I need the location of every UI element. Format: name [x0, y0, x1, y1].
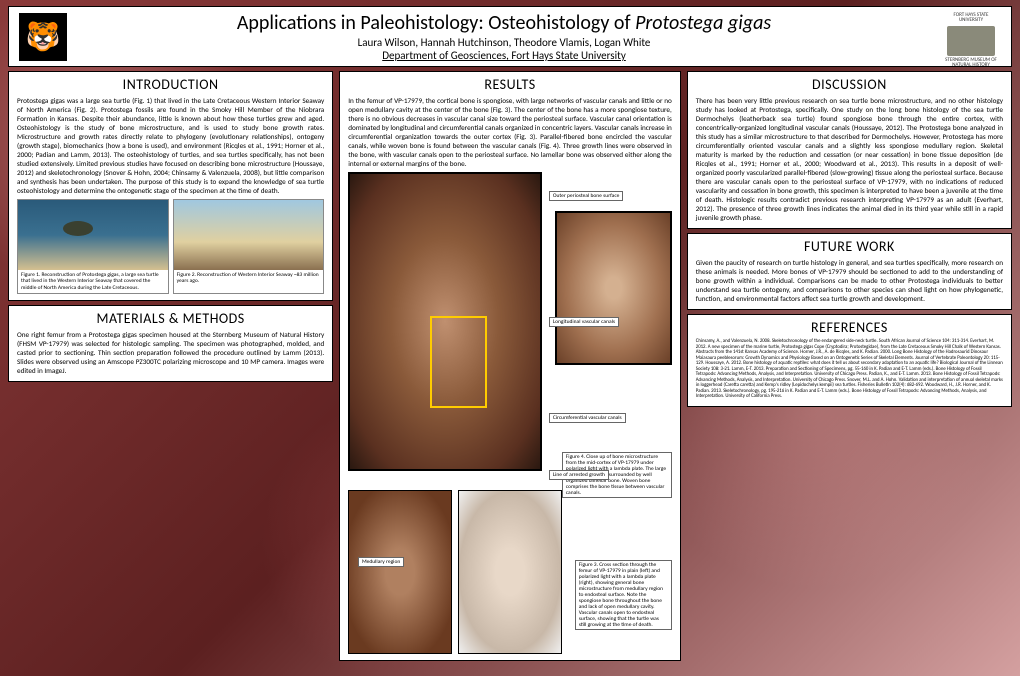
title-species: Protostega gigas — [635, 11, 771, 35]
left-column: INTRODUCTION Protostega gigas was a larg… — [8, 71, 333, 661]
figure-3-caption: Figure 3. Cross section through the femu… — [575, 560, 672, 630]
logo-right-uni: FORT HAYS STATE UNIVERSITY — [941, 13, 1001, 24]
discussion-body: There has been very little previous rese… — [696, 96, 1003, 222]
methods-panel: MATERIALS & METHODS One right femur from… — [8, 305, 333, 382]
results-panel: RESULTS In the femur of VP-17979, the co… — [339, 71, 681, 661]
results-body: In the femur of VP-17979, the cortical b… — [348, 96, 672, 168]
museum-logo-image — [947, 26, 995, 56]
logo-right-museum: STERNBERG MUSEUM OF NATURAL HISTORY — [941, 58, 1001, 69]
poster-header: 🐯 Applications in Paleohistology: Osteoh… — [8, 6, 1012, 67]
figure-4-inset-image — [555, 211, 671, 365]
introduction-panel: INTRODUCTION Protostega gigas was a larg… — [8, 71, 333, 301]
poster-department: Department of Geosciences, Fort Hays Sta… — [67, 49, 941, 62]
future-work-panel: FUTURE WORK Given the paucity of researc… — [687, 233, 1012, 310]
figure-1-caption: Figure 1. Reconstruction of Protostega g… — [18, 270, 168, 293]
label-outer-periosteal: Outer periosteal bone surface — [549, 191, 624, 201]
center-column: RESULTS In the femur of VP-17979, the co… — [339, 71, 681, 661]
figure-3-main-image — [348, 172, 542, 471]
figure-2: Figure 2. Reconstruction of Western Inte… — [173, 199, 325, 294]
figure-2-image — [174, 200, 324, 270]
label-arrested-growth: Line of arrested growth — [549, 470, 609, 480]
introduction-title: INTRODUCTION — [17, 76, 324, 93]
references-title: REFERENCES — [696, 319, 1003, 336]
poster-content: INTRODUCTION Protostega gigas was a larg… — [0, 71, 1020, 661]
references-panel: REFERENCES Chinsamy, A., and Valenzuela,… — [687, 314, 1012, 407]
future-work-body: Given the paucity of research on turtle … — [696, 258, 1003, 303]
figure-1-image — [18, 200, 168, 270]
figure-2-caption: Figure 2. Reconstruction of Western Inte… — [174, 270, 324, 287]
discussion-panel: DISCUSSION There has been very little pr… — [687, 71, 1012, 229]
introduction-body: Protostega gigas was a large sea turtle … — [17, 96, 324, 195]
poster-authors: Laura Wilson, Hannah Hutchinson, Theodor… — [67, 36, 941, 49]
discussion-title: DISCUSSION — [696, 76, 1003, 93]
header-text-block: Applications in Paleohistology: Osteohis… — [67, 11, 941, 62]
university-logo-left: 🐯 — [19, 13, 67, 61]
figure-3-plain-light — [348, 490, 452, 654]
microscopy-figures: Outer periosteal bone surface Longitudin… — [348, 172, 672, 654]
museum-logo-right: FORT HAYS STATE UNIVERSITY STERNBERG MUS… — [941, 13, 1001, 61]
label-medullary: Medullary region — [358, 557, 404, 567]
methods-title: MATERIALS & METHODS — [17, 310, 324, 327]
figure-1: Figure 1. Reconstruction of Protostega g… — [17, 199, 169, 294]
future-work-title: FUTURE WORK — [696, 238, 1003, 255]
right-column: DISCUSSION There has been very little pr… — [687, 71, 1012, 661]
label-longitudinal: Longitudinal vascular canals — [549, 317, 619, 327]
label-circumferential: Circumferential vascular canals — [549, 413, 626, 423]
methods-body: One right femur from a Protostega gigas … — [17, 330, 324, 375]
references-body: Chinsamy, A., and Valenzuela, N. 2008. S… — [696, 339, 1003, 400]
title-prefix: Applications in Paleohistology: Osteohis… — [237, 11, 635, 35]
intro-figures: Figure 1. Reconstruction of Protostega g… — [17, 199, 324, 294]
results-title: RESULTS — [348, 76, 672, 93]
figure-3-polarized-light — [458, 490, 562, 654]
poster-title: Applications in Paleohistology: Osteohis… — [67, 11, 941, 35]
